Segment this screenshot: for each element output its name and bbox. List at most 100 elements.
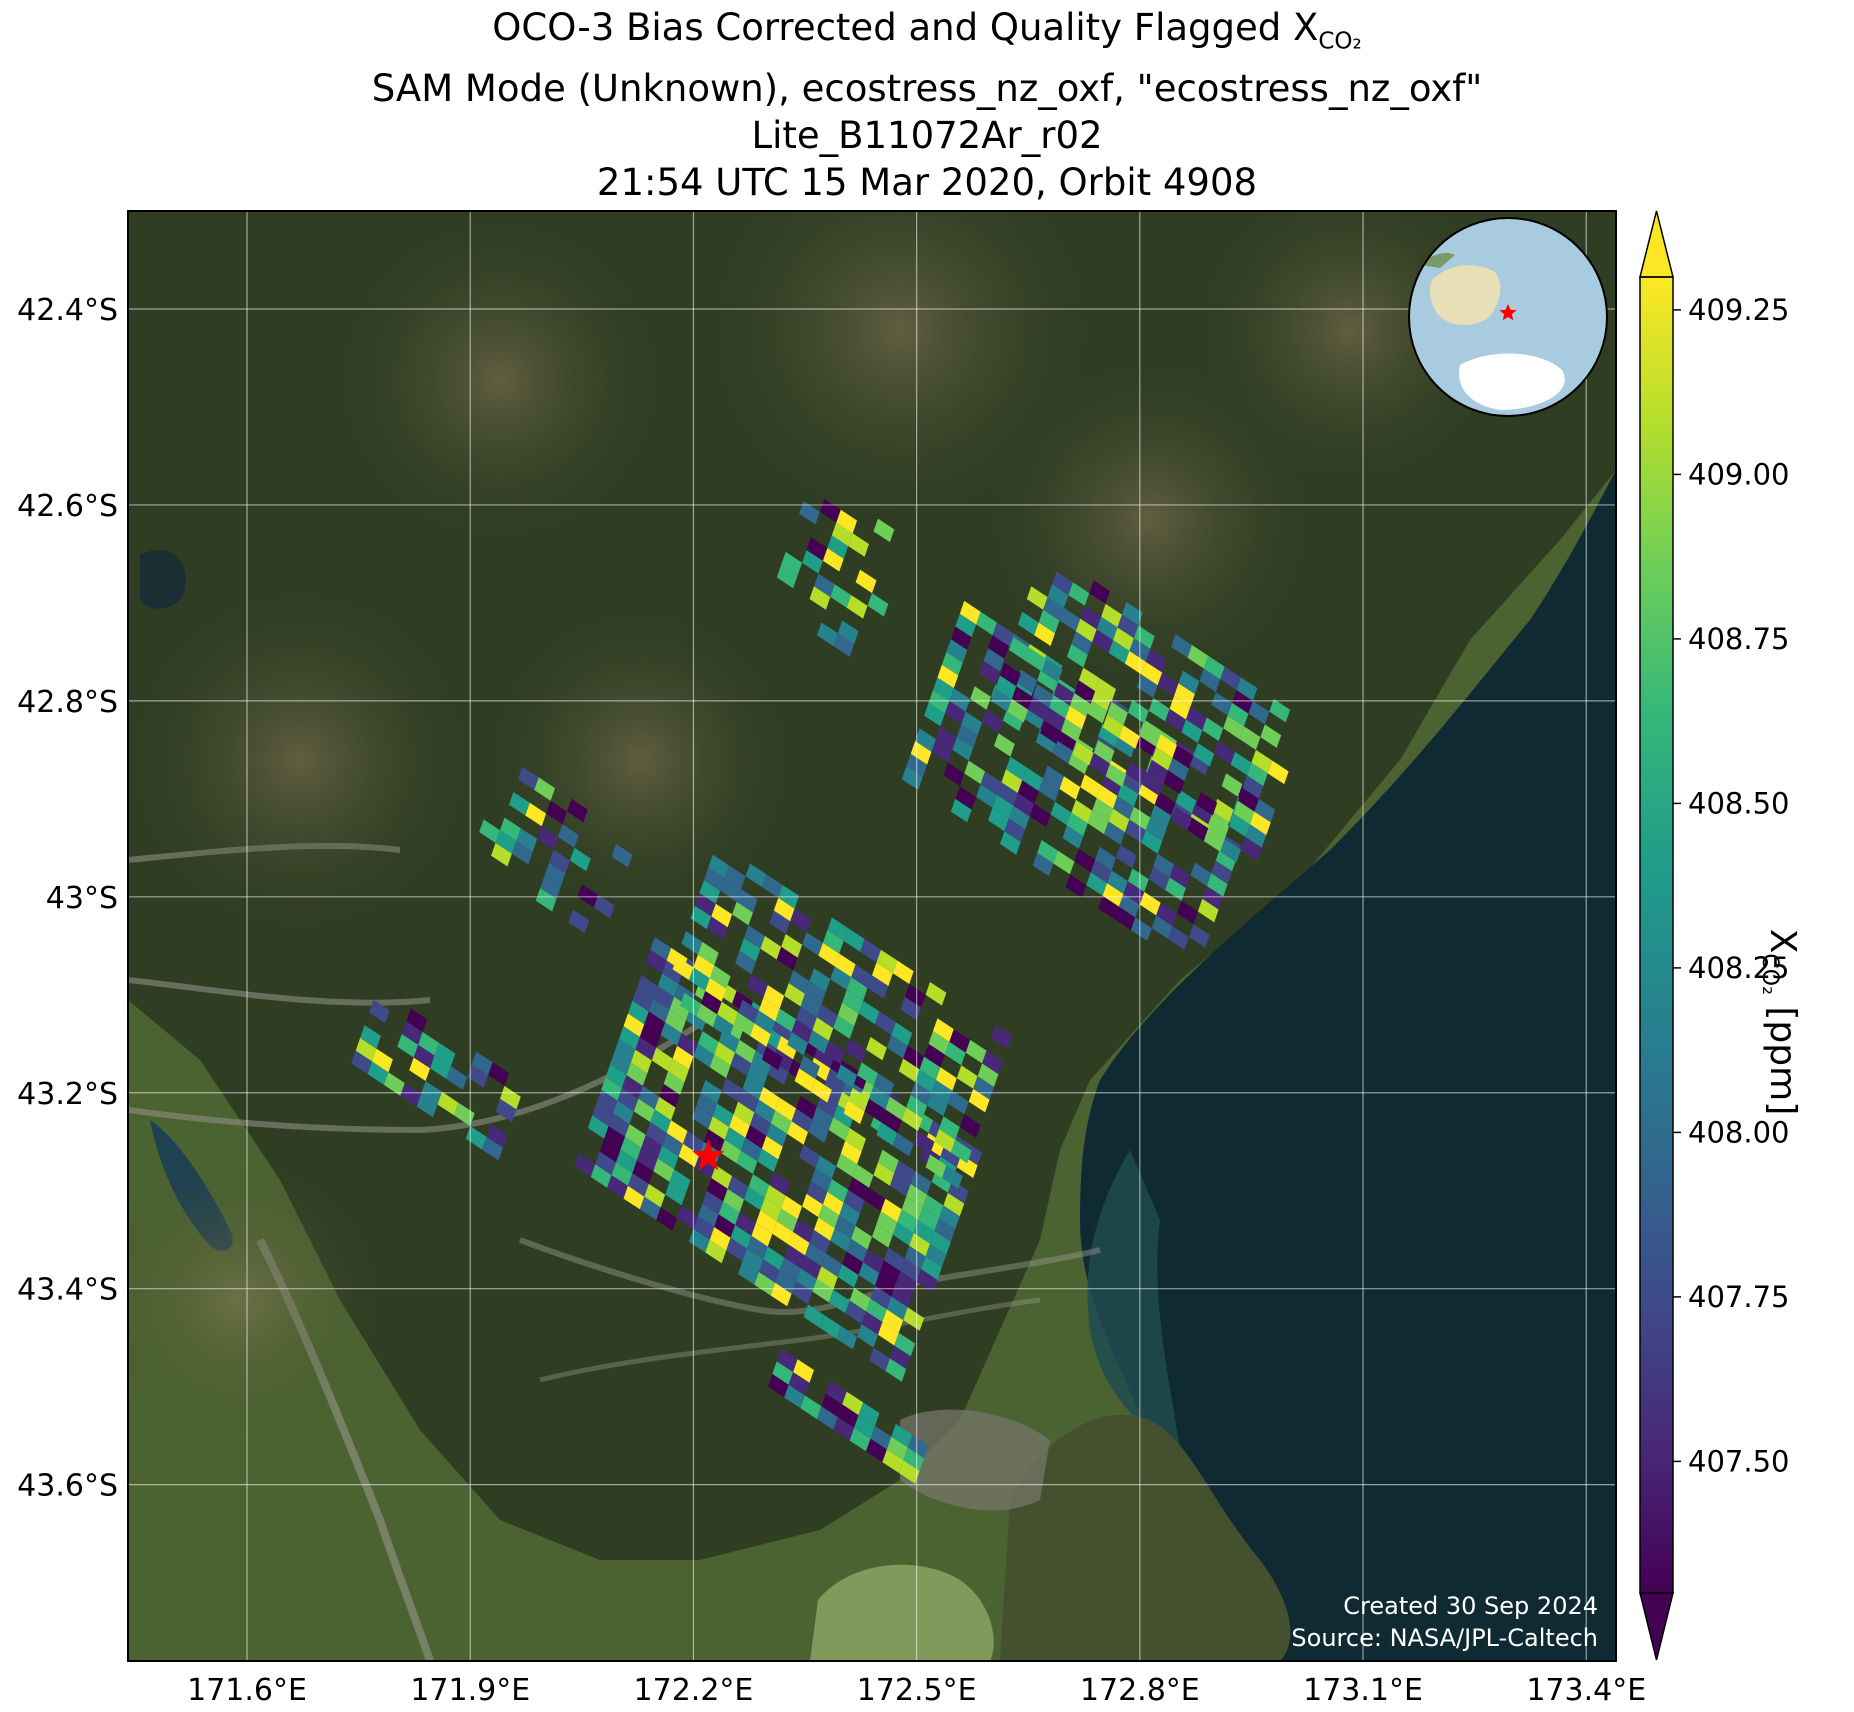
sounding-footprint [787,1032,808,1056]
sounding-footprint [697,1203,719,1227]
sounding-footprint [1095,678,1116,702]
sounding-footprint [645,949,667,974]
sounding-footprint [677,1033,698,1057]
sounding-footprint [672,956,694,981]
sounding-footprint [791,1280,813,1305]
sounding-footprint [994,733,1015,757]
sounding-footprint [833,1015,855,1039]
sounding-footprint [755,1210,777,1234]
sounding-footprint [870,1425,892,1450]
sounding-footprint [891,1423,913,1448]
sounding-footprint [828,1289,850,1314]
sounding-footprint [641,1134,663,1159]
sounding-footprint [1150,804,1172,829]
sounding-footprint [706,1178,728,1202]
lat-tick-label: 43.4°S [17,1273,118,1308]
sounding-footprint [1004,818,1026,842]
sounding-footprint [816,1093,838,1118]
colorbar-tick-label: 407.50 [1688,1444,1789,1478]
title-line-1: OCO-3 Bias Corrected and Quality Flagged… [492,6,1362,55]
sounding-footprint [1122,770,1143,794]
sounding-footprint [1154,792,1176,816]
sounding-footprint [781,551,803,576]
sounding-footprint [549,849,570,874]
sounding-footprint [595,1151,617,1176]
sounding-footprint [873,1073,895,1097]
sounding-footprint [934,1218,956,1242]
sounding-footprint [608,1113,630,1137]
sounding-footprint [900,1258,922,1282]
sounding-footprint [1242,775,1264,799]
sounding-footprint [982,1050,1003,1075]
sounding-footprint [781,934,803,958]
sounding-footprint [1052,740,1073,764]
sounding-footprint [811,1079,832,1103]
sounding-footprint [479,819,500,843]
sounding-footprint [872,962,893,986]
sounding-footprint [758,997,780,1022]
sounding-footprint [940,1143,962,1168]
sounding-footprint [1108,640,1130,664]
sounding-footprint [806,537,828,561]
sounding-footprint [854,1415,875,1439]
sounding-footprint [799,1144,820,1169]
sounding-footprint [1196,792,1218,816]
sounding-footprint [904,1245,926,1270]
sounding-footprint [806,1180,828,1205]
sounding-footprint [1028,696,1050,721]
sounding-footprint [880,1109,902,1133]
sounding-footprint [453,1102,475,1127]
sounding-footprint [604,1126,625,1150]
sounding-footprint [1114,734,1136,758]
sounding-footprint [772,1221,794,1245]
sounding-footprint [1096,785,1118,809]
sounding-footprint [1248,700,1270,725]
sounding-footprint [696,1003,718,1028]
sounding-footprint [799,501,820,525]
sounding-footprint [837,1002,859,1027]
sounding-footprint [1043,765,1064,789]
sounding-footprint [784,1384,805,1409]
sounding-footprint [1035,729,1057,753]
sounding-footprint [766,1123,788,1147]
sounding-footprint [892,1222,914,1246]
sounding-footprint [599,1138,621,1163]
sounding-footprint [761,1046,783,1071]
sounding-footprint [915,1069,936,1093]
sounding-footprint [992,622,1014,646]
sounding-footprint [947,1090,969,1115]
sounding-footprint [767,1373,789,1398]
sounding-footprint [889,1173,911,1197]
sounding-footprint [944,1041,966,1066]
sounding-footprint [840,1140,862,1165]
sounding-footprint [991,1025,1012,1049]
sounding-footprint [1227,702,1249,727]
sounding-footprint [882,1309,904,1333]
sounding-footprint [1186,706,1207,731]
sounding-footprint [869,1085,890,1110]
sounding-footprint [836,1064,858,1088]
colorbar-extend-bottom [1639,1592,1674,1661]
sounding-footprint [1090,687,1112,711]
title-line-2: SAM Mode (Unknown), ecostress_nz_oxf, "e… [371,67,1483,111]
sounding-footprint [784,983,805,1007]
sounding-footprint [745,863,767,887]
sounding-footprint [657,973,679,997]
colorbar-tick-label: 407.75 [1688,1280,1789,1314]
sounding-footprint [644,1011,666,1035]
sounding-footprint [738,1261,759,1285]
sounding-footprint [758,1259,780,1283]
sounding-footprint [802,550,823,574]
sounding-footprint [626,1062,648,1086]
sounding-footprint [465,1126,487,1150]
sounding-footprint [525,802,547,827]
sounding-footprint [879,1260,901,1284]
sounding-footprint [846,1238,868,1263]
sounding-footprint [1025,648,1047,672]
sounding-footprint [876,1211,898,1235]
sounding-footprint [1267,760,1289,785]
sounding-footprint [1050,801,1072,826]
sounding-footprint [1221,773,1243,797]
sounding-footprint [816,1266,838,1290]
sounding-footprint [1127,699,1149,724]
